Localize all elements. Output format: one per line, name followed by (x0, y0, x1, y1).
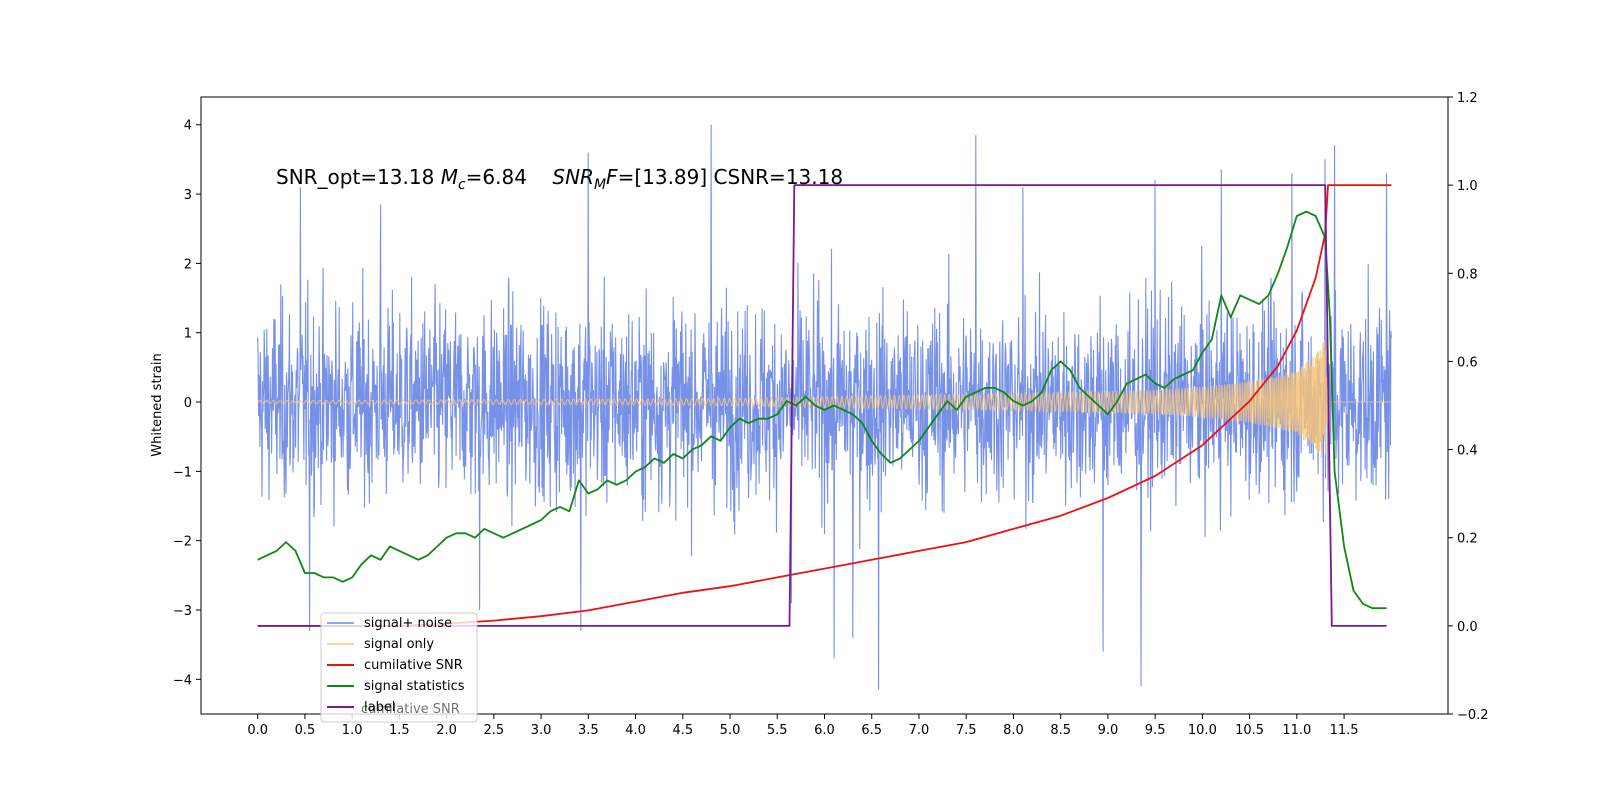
x-tick-label: 10.0 (1188, 723, 1217, 738)
y-tick-label: 2 (184, 257, 192, 272)
legend-frame (320, 612, 478, 723)
legend-label: cumilative SNR (364, 658, 463, 673)
x-tick-label: 5.0 (720, 723, 741, 738)
y2-tick-label: 0.6 (1457, 355, 1478, 370)
series-signal-statistics (257, 210, 1387, 610)
x-tick-label: 5.5 (767, 723, 788, 738)
x-tick-label: 1.5 (389, 723, 410, 738)
x-tick-label: 0.0 (247, 723, 268, 738)
x-tick-label: 1.0 (342, 723, 363, 738)
x-tick-label: 9.5 (1145, 723, 1166, 738)
y-axis-right: −0.2 0.0 0.2 0.4 0.6 0.8 1.0 1.2 (1448, 91, 1489, 723)
chart-annotation: SNR_opt=13.18 Mc=6.84 SNRMF=[13.89] CSNR… (276, 165, 843, 193)
legend-label: signal statistics (364, 679, 465, 694)
legend-ghost-text: cumilative SNR (361, 702, 460, 717)
x-tick-label: 0.5 (295, 723, 316, 738)
series-signal-only (257, 340, 1392, 458)
y-axis-left: −4 −3 −2 −1 0 1 2 3 4 (173, 119, 201, 688)
series-label (257, 184, 1387, 627)
x-axis: 0.0 0.5 1.0 1.5 2.0 2.5 3.0 3.5 4.0 4.5 5.0 5.5 6.0 6… (247, 714, 1359, 738)
x-tick-label: 4.5 (672, 723, 693, 738)
y2-tick-label: −0.2 (1457, 708, 1489, 723)
legend: cumilative SNR signal+ noise signal only c… (320, 612, 478, 723)
x-tick-label: 10.5 (1235, 723, 1264, 738)
y-tick-label: −2 (173, 535, 192, 550)
y2-tick-label: 0.0 (1457, 620, 1478, 635)
x-tick-label: 2.0 (436, 723, 457, 738)
y-tick-label: −3 (173, 604, 192, 619)
x-tick-label: 7.0 (909, 723, 930, 738)
y2-tick-label: 0.4 (1457, 444, 1478, 459)
y-tick-label: −4 (173, 673, 192, 688)
y2-tick-label: 0.2 (1457, 532, 1478, 547)
x-tick-label: 8.0 (1003, 723, 1024, 738)
x-tick-label: 9.0 (1098, 723, 1119, 738)
y2-tick-label: 1.0 (1457, 179, 1478, 194)
x-tick-label: 11.5 (1330, 723, 1359, 738)
x-tick-label: 2.5 (484, 723, 505, 738)
y-tick-label: −1 (173, 465, 192, 480)
legend-label: label (364, 700, 395, 715)
series-layer (257, 124, 1392, 690)
y-axis-label: Whitened strain (150, 353, 165, 456)
x-tick-label: 6.5 (861, 723, 882, 738)
x-tick-label: 3.0 (531, 723, 552, 738)
y-tick-label: 0 (184, 396, 192, 411)
x-tick-label: 3.5 (578, 723, 599, 738)
x-tick-label: 8.5 (1050, 723, 1071, 738)
y2-tick-label: 0.8 (1457, 267, 1478, 282)
y-tick-label: 1 (184, 327, 192, 342)
y-tick-label: 3 (184, 188, 192, 203)
x-tick-label: 4.0 (625, 723, 646, 738)
x-tick-label: 11.0 (1282, 723, 1311, 738)
legend-label: signal+ noise (364, 616, 452, 631)
legend-label: signal only (364, 637, 434, 652)
y2-tick-label: 1.2 (1457, 91, 1478, 106)
x-tick-label: 6.0 (814, 723, 835, 738)
x-tick-label: 7.5 (956, 723, 977, 738)
y-tick-label: 4 (184, 119, 192, 134)
